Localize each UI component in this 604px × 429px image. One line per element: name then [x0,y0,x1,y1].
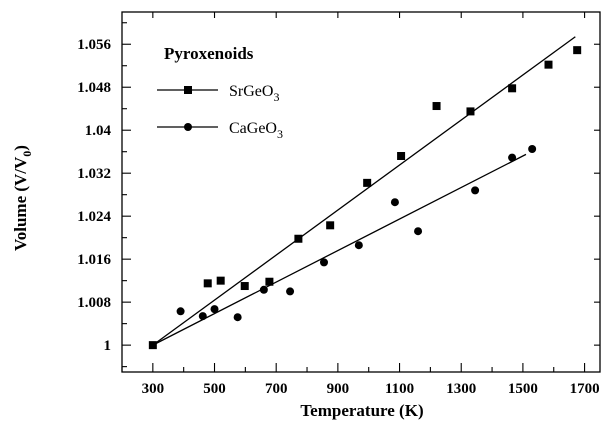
data-point-srgeo3 [363,178,372,187]
x-tick-label: 1300 [446,381,476,397]
legend-title: Pyroxenoids [164,44,254,63]
data-point-cageo3 [259,285,268,294]
data-point-srgeo3 [397,152,406,160]
y-tick-label: 1.032 [77,166,111,182]
data-point-cageo3 [354,241,363,250]
y-tick-label: 1.048 [77,80,111,96]
x-tick-label: 700 [265,381,288,397]
data-point-srgeo3 [216,276,225,285]
x-tick-label: 500 [203,381,226,397]
axes-layer: 300 500 700 900 1100 1300 1500 1700 1 1.008 1.016 1… [77,11,601,397]
legend-label-cageo3: CaGeO3 [229,120,283,141]
y-tick-label: 1.008 [77,295,111,311]
data-point-cageo3 [176,307,185,316]
data-point-cageo3 [198,312,207,321]
data-point-cageo3 [528,145,537,154]
series-cageo3 [152,145,537,346]
y-tick-label: 1.04 [85,123,112,139]
legend-entry-srgeo3: SrGeO3 [157,83,279,104]
legend-marker-square [184,86,192,94]
y-tick-label: 1.024 [77,209,111,225]
data-point-cageo3 [233,313,242,322]
x-axis-label: Temperature (K) [300,401,423,420]
x-tick-label: 300 [142,381,165,397]
y-tick-label: 1.056 [77,37,111,53]
data-point-srgeo3 [294,234,303,243]
y-tick-label: 1.016 [77,252,111,268]
data-point-srgeo3 [573,46,582,55]
series-layer [148,36,582,350]
data-point-srgeo3 [240,282,249,291]
series-srgeo3 [148,36,582,350]
data-point-cageo3 [508,153,517,162]
data-point-srgeo3 [326,221,335,230]
fit-line-srgeo3 [152,36,576,346]
legend: Pyroxenoids SrGeO3 CaGeO3 [157,44,283,141]
data-point-srgeo3 [432,102,441,111]
y-axis-label: Volume (V/V0) [11,145,34,251]
legend-label-srgeo3: SrGeO3 [229,83,279,104]
y-tick-label: 1 [104,338,112,354]
legend-entry-cageo3: CaGeO3 [157,120,283,141]
data-point-cageo3 [390,198,399,207]
data-point-srgeo3 [544,60,553,69]
data-point-cageo3 [414,227,423,236]
x-tick-label: 900 [327,381,350,397]
data-point-cageo3 [286,287,295,296]
data-point-cageo3 [319,258,328,267]
x-tick-label: 1700 [570,381,600,397]
fit-line-cageo3 [152,153,527,346]
plot-frame [121,11,601,373]
data-point-srgeo3 [265,277,274,286]
data-point-cageo3 [471,186,480,195]
x-tick-label: 1100 [385,381,414,397]
legend-marker-circle [184,123,192,131]
data-point-cageo3 [210,305,219,314]
data-point-srgeo3 [203,279,212,288]
x-tick-label: 1500 [508,381,538,397]
data-point-srgeo3 [466,107,475,116]
data-point-srgeo3 [508,84,517,93]
